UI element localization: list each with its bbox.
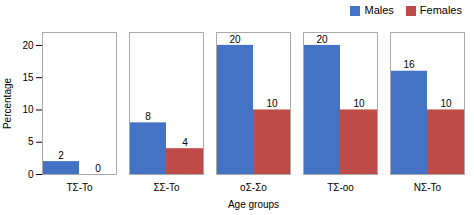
html-text:Females: Females xyxy=(419,4,462,16)
svg-text:20: 20 xyxy=(316,34,328,45)
svg-text:οΣ-Σο: οΣ-Σο xyxy=(240,182,267,193)
svg-text:4: 4 xyxy=(182,137,188,148)
svg-text:16: 16 xyxy=(403,59,415,70)
svg-text:20: 20 xyxy=(229,34,241,45)
svg-text:10: 10 xyxy=(353,98,365,109)
svg-text:15: 15 xyxy=(22,72,34,83)
svg-text:20: 20 xyxy=(22,40,34,51)
svg-text:0: 0 xyxy=(95,163,101,174)
svg-text:8: 8 xyxy=(145,111,151,122)
svg-text:ΣΣ-Το: ΣΣ-Το xyxy=(153,182,180,193)
svg-text:5: 5 xyxy=(28,136,34,147)
svg-text:10: 10 xyxy=(440,98,452,109)
svg-text:ΤΣ-οο: ΤΣ-οο xyxy=(327,182,354,193)
svg-text:10: 10 xyxy=(266,98,278,109)
svg-text:Percentage: Percentage xyxy=(2,77,13,129)
svg-text:0: 0 xyxy=(28,169,34,180)
html-text:Males: Males xyxy=(364,4,394,16)
svg-text:ΝΣ-Το: ΝΣ-Το xyxy=(414,182,442,193)
svg-text:Age groups: Age groups xyxy=(228,199,279,210)
svg-text:10: 10 xyxy=(22,104,34,115)
svg-text:2: 2 xyxy=(58,150,64,161)
svg-text:ΤΣ-Το: ΤΣ-Το xyxy=(66,182,93,193)
